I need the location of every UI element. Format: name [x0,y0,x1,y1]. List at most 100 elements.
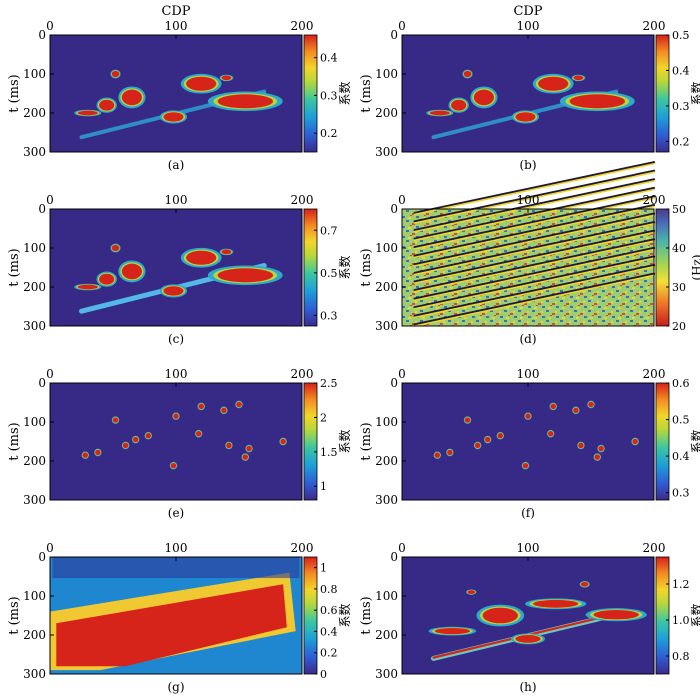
reflector-line [413,272,656,326]
y-tick-label: 200 [375,454,398,468]
reflector-line [413,169,656,223]
spot-2 [132,436,139,443]
reflector-line [413,195,656,249]
y-tick-label: 200 [23,280,46,294]
anomaly-2 [482,607,518,624]
colorbar-tick-label: 1.5 [320,446,338,459]
reflector-highlight [413,265,655,319]
reflector-line [413,264,656,317]
panel-label: (g) [167,680,184,694]
spot-12 [434,452,441,458]
spot-6 [195,430,202,437]
anomaly-3 [186,250,217,265]
colorbar-tick-label: 0.3 [320,309,338,322]
colorbar-label: 系数 [689,81,700,105]
spot-8 [226,442,232,449]
y-axis-label: t (ms) [359,248,374,287]
y-tick-label: 0 [38,28,46,42]
x-tick-label: 200 [291,193,314,207]
spot-5 [173,413,179,419]
y-axis-label: t (ms) [7,596,22,635]
reflector-line [413,186,656,240]
x-tick-label: 0 [398,541,406,555]
panel-b: 0 100 200 300 0 100 200 CDP t (ms) (b) 0.2 0.3 0.4 0.… [359,4,700,172]
anomaly-7 [573,75,584,81]
y-axis-label: t (ms) [359,74,374,113]
colorbar-label: 系数 [337,429,352,453]
heatmap-background [50,383,302,500]
anomaly-4 [515,112,536,122]
y-tick-label: 100 [375,589,398,603]
anomaly-2 [121,89,142,106]
anomaly-5 [593,610,639,620]
reflector-highlight [413,248,655,302]
x-tick-label: 100 [165,19,188,33]
y-tick-label: 0 [390,550,398,564]
colorbar-tick-label: 0.8 [320,583,338,596]
y-axis-label: t (ms) [359,422,374,461]
spot-14 [550,403,556,410]
x-tick-label: 0 [398,19,406,33]
reflector-line [413,246,656,300]
panel-label: (h) [519,680,536,694]
anomaly-1 [451,99,467,111]
colorbar-tick-label: 40 [672,242,686,255]
spot-9 [598,445,604,452]
x-tick-label: 100 [517,541,540,555]
anomaly-1 [99,99,115,111]
colorbar-tick-label: 0.3 [672,100,690,113]
x-tick-label: 0 [398,193,406,207]
y-tick-label: 0 [390,376,398,390]
spot-13 [464,417,471,423]
anomaly-7 [580,581,589,587]
x-tick-label: 0 [398,367,406,381]
spot-1 [474,442,481,449]
spot-0 [447,449,453,456]
x-tick-label: 200 [643,541,666,555]
colorbar-tick-label: 0.5 [672,414,690,427]
y-tick-label: 100 [375,67,398,81]
x-tick-label: 0 [46,541,54,555]
x-tick-label: 0 [46,19,54,33]
panel-label: (d) [519,332,536,346]
colorbar-tick-label: 0 [320,668,327,681]
anomaly-4 [163,286,184,296]
anomaly-5 [217,94,274,109]
colorbar-tick-label: 0.7 [320,224,338,237]
colorbar-label: 系数 [337,81,352,105]
panel-label: (b) [519,158,536,172]
anomaly-7 [221,249,232,255]
reflector-line [413,238,656,292]
colorbar-tick-label: 0.4 [672,450,690,463]
y-tick-label: 100 [23,241,46,255]
y-tick-label: 200 [23,454,46,468]
anomaly-8 [463,70,472,78]
y-tick-label: 0 [38,376,46,390]
x-tick-label: 0 [46,193,54,207]
y-tick-label: 200 [23,628,46,642]
y-tick-label: 0 [390,202,398,216]
panel-label: (c) [168,332,184,346]
colorbar-tick-label: 2.5 [320,377,338,390]
x-tick-label: 0 [46,367,54,381]
colorbar [303,382,318,501]
y-tick-label: 300 [375,667,398,681]
colorbar-tick-label: 0.3 [320,89,338,102]
y-tick-label: 100 [23,67,46,81]
anomaly-5 [569,94,626,109]
x-tick-label: 100 [165,193,188,207]
spot-4 [522,462,529,469]
colorbar [303,556,318,675]
reflector-line [413,178,656,232]
reflector-line [413,204,656,257]
y-tick-label: 300 [23,145,46,159]
spot-11 [280,438,286,445]
x-tick-label: 100 [517,193,540,207]
reflector-highlight [413,171,655,224]
y-tick-label: 200 [375,280,398,294]
anomaly-6 [77,110,98,116]
spot-9 [246,445,252,452]
y-tick-label: 100 [375,415,398,429]
